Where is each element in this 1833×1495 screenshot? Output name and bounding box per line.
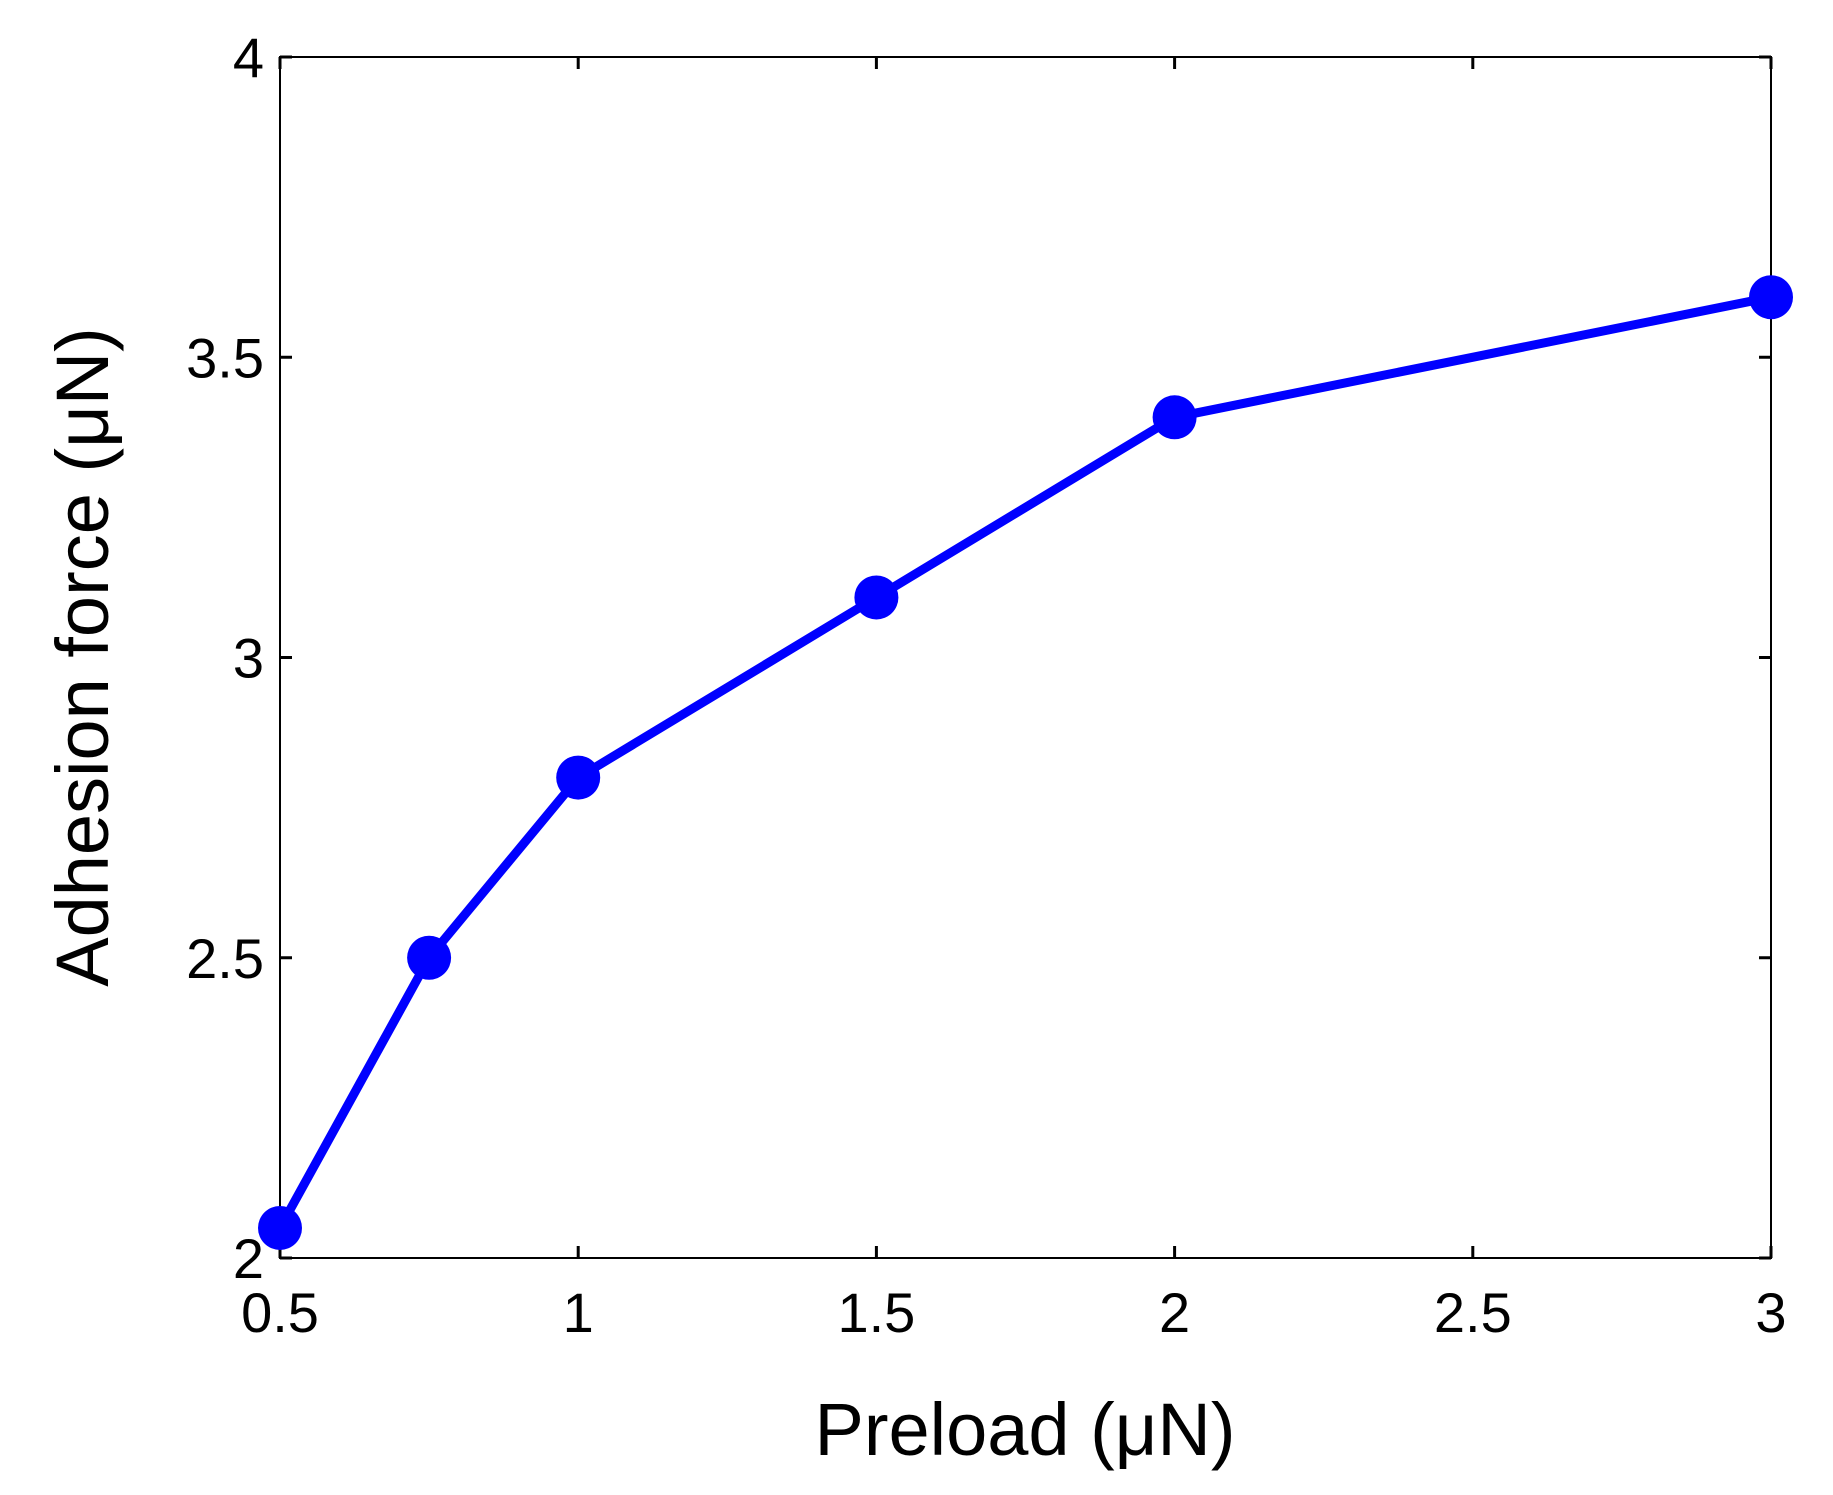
- data-point: [854, 575, 899, 620]
- x-tick-label: 1: [563, 1281, 594, 1344]
- y-tick-label: 3.5: [186, 326, 264, 389]
- data-point: [556, 755, 601, 800]
- x-tick-label: 1.5: [837, 1281, 915, 1344]
- x-tick-label: 2: [1159, 1281, 1190, 1344]
- data-line: [276, 292, 1772, 1231]
- x-tick-label: 3: [1755, 1281, 1786, 1344]
- y-axis-label: Adhesion force (μN): [41, 327, 124, 987]
- y-tick-label: 2: [233, 1227, 264, 1290]
- y-tick-label: 4: [233, 26, 264, 89]
- data-point: [1152, 395, 1197, 440]
- data-point: [407, 935, 452, 980]
- data-point: [258, 1205, 302, 1250]
- x-tick-label: 0.5: [241, 1281, 319, 1344]
- x-tick-label: 2.5: [1434, 1281, 1512, 1344]
- plot-frame: [279, 56, 1772, 1259]
- y-tick-label: 2.5: [186, 927, 264, 990]
- data-point: [1749, 275, 1793, 320]
- x-axis-label: Preload (μN): [815, 1388, 1236, 1471]
- y-tick-label: 3: [233, 627, 264, 690]
